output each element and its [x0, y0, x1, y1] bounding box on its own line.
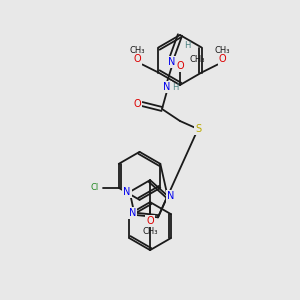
Text: H: H: [184, 40, 190, 50]
Text: CH₃: CH₃: [142, 226, 158, 236]
Text: O: O: [219, 55, 226, 64]
Text: CH₃: CH₃: [215, 46, 230, 55]
Text: O: O: [133, 99, 141, 109]
Text: O: O: [134, 55, 141, 64]
Text: O: O: [176, 61, 184, 71]
Text: Cl: Cl: [91, 183, 99, 192]
Text: N: N: [129, 208, 136, 218]
Text: N: N: [163, 82, 171, 92]
Text: S: S: [195, 124, 201, 134]
Text: CH₃: CH₃: [130, 46, 145, 55]
Text: O: O: [146, 216, 154, 226]
Text: H: H: [172, 82, 178, 91]
Text: N: N: [123, 187, 130, 197]
Text: CH₃: CH₃: [190, 55, 206, 64]
Text: N: N: [167, 191, 174, 201]
Text: N: N: [168, 57, 176, 67]
